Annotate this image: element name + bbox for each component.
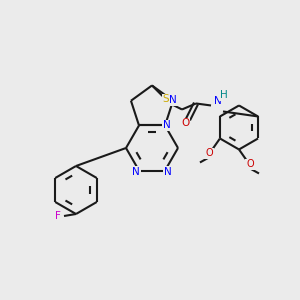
Text: N: N (132, 167, 140, 176)
Text: O: O (181, 118, 189, 128)
Text: N: N (169, 95, 177, 105)
Text: N: N (163, 121, 171, 130)
Text: N: N (214, 97, 222, 106)
Text: O: O (205, 148, 213, 158)
Text: H: H (220, 91, 228, 100)
Text: O: O (246, 160, 254, 170)
Text: F: F (55, 211, 61, 221)
Text: N: N (164, 167, 172, 176)
Text: S: S (163, 94, 169, 104)
